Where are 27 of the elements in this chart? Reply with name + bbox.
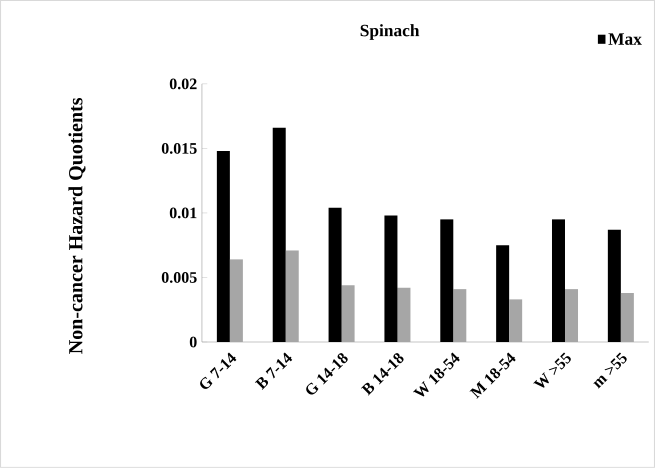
- y-tick-label: 0.015: [162, 143, 197, 154]
- bar: [565, 289, 578, 342]
- y-axis-title: Non-cancer Hazard Quotients: [68, 98, 86, 354]
- bar: [509, 299, 522, 342]
- bar: [216, 151, 230, 342]
- bar: [440, 219, 454, 342]
- x-tick-label: W >55: [533, 352, 571, 388]
- bar: [397, 288, 410, 342]
- bar: [272, 128, 286, 342]
- bar: [342, 285, 355, 342]
- y-tick-label: 0.005: [162, 272, 197, 283]
- x-tick-label: B 7-14: [254, 352, 292, 390]
- bar: [620, 293, 634, 342]
- bar: [230, 259, 243, 342]
- x-tick-label: m >55: [593, 352, 627, 389]
- bar: [286, 250, 299, 342]
- bar: [496, 245, 510, 342]
- y-tick-label: 0.02: [170, 78, 197, 90]
- bar: [453, 289, 466, 342]
- y-tick-label: 0: [190, 336, 197, 348]
- bar: [384, 216, 398, 342]
- bar: [328, 208, 342, 342]
- legend-label: Max: [608, 33, 642, 45]
- chart-title: Spinach: [360, 24, 420, 40]
- bar: [552, 219, 565, 342]
- bar: [608, 230, 621, 342]
- y-tick-label: 0.01: [170, 208, 196, 218]
